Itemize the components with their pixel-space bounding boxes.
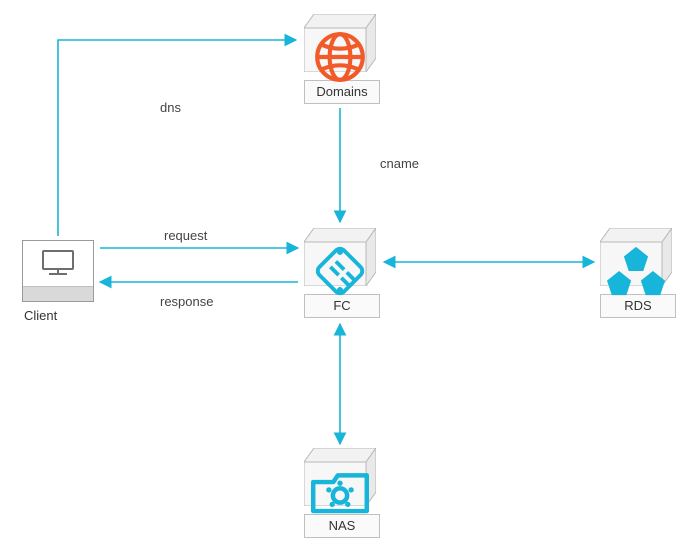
rds-icon [600, 242, 672, 300]
node-nas: NAS [304, 448, 376, 538]
edge-label-request: request [164, 228, 207, 243]
node-client: Client [22, 240, 94, 323]
box3d [304, 228, 376, 286]
node-label-client: Client [22, 308, 94, 323]
edge-dns [58, 40, 296, 236]
fc-icon [304, 242, 376, 300]
box3d [600, 228, 672, 286]
nas-icon [304, 462, 376, 520]
node-rds: RDS [600, 228, 672, 318]
globe-icon [304, 28, 376, 86]
edge-label-dns: dns [160, 100, 181, 115]
edge-label-cname: cname [380, 156, 419, 171]
edge-label-response: response [160, 294, 213, 309]
client-computer-icon [22, 240, 94, 302]
monitor-icon [23, 249, 93, 282]
box3d [304, 448, 376, 506]
box3d [304, 14, 376, 72]
node-domains: Domains [304, 14, 376, 104]
node-fc: FC [304, 228, 376, 318]
